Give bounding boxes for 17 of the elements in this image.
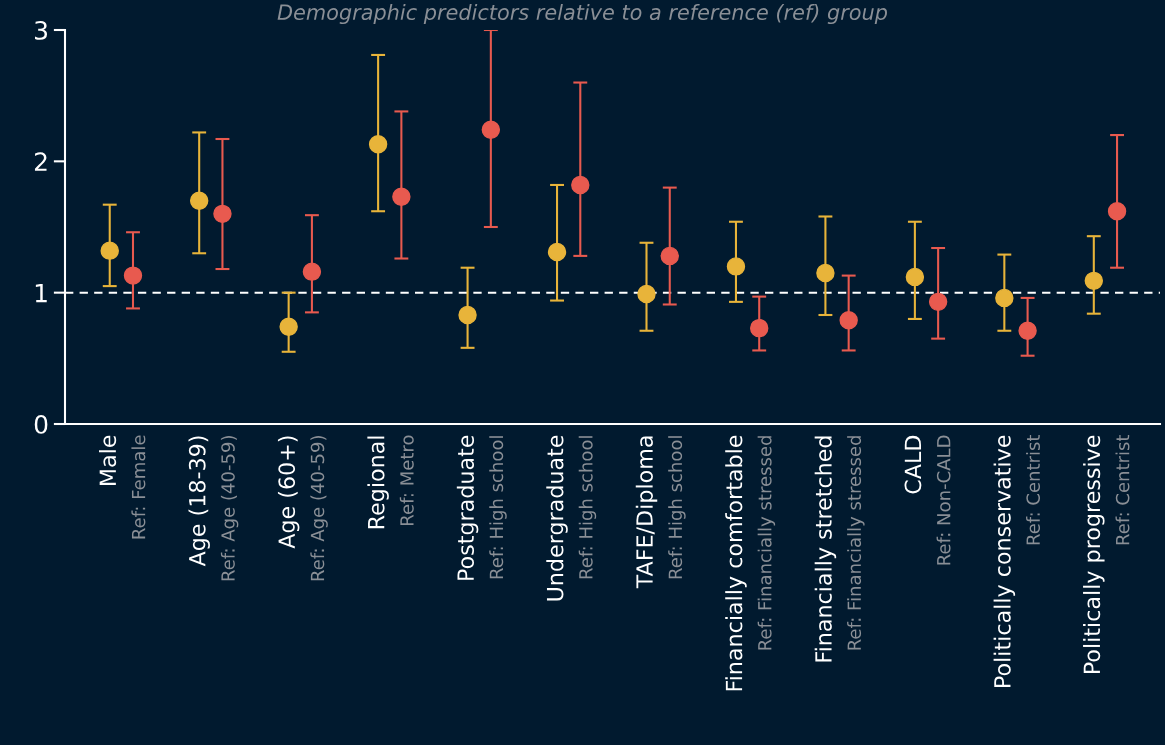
x-tick-label: Postgraduate Ref: High school	[456, 435, 507, 580]
x-tick-label: Age (18-39) Ref: Age (40-59)	[188, 436, 239, 581]
x-tick-label: TAFE/Diploma Ref: High school	[635, 436, 686, 589]
y-tick-label: 3	[35, 20, 48, 40]
x-tick-label: Financially stretched Ref: Financially stressed	[814, 436, 865, 662]
x-tick-label: Politically conservative Ref: Centrist	[993, 434, 1040, 687]
x-tick-label: Financially comfortable Ref: Financially stressed	[725, 435, 776, 691]
chart-subtitle: Demographic predictors relative to a reference (ref) group	[277, 3, 888, 25]
x-tick-label: Politically progressive Ref: Centrist	[1083, 434, 1130, 674]
x-tick-label: Undergraduate Ref: High school	[546, 435, 597, 601]
y-tick-label: 2	[34, 152, 47, 171]
y-tick-label: 1	[35, 283, 47, 303]
x-tick-label: Regional Ref: Metro	[367, 435, 414, 529]
x-tick-label: Age (60+) Ref: Age (40-59)	[277, 436, 328, 581]
x-tick-label: Male Ref: Female	[98, 435, 146, 539]
y-tick-label: 0	[34, 414, 48, 434]
x-tick-label: CALD Ref: Non-CALD	[904, 435, 951, 565]
